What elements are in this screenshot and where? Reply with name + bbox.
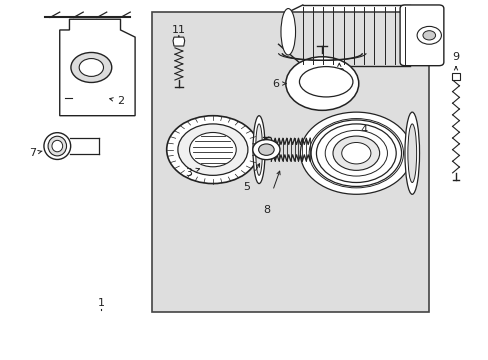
Ellipse shape	[299, 67, 352, 97]
Text: 7: 7	[29, 148, 37, 158]
Text: 9: 9	[451, 52, 459, 62]
Circle shape	[79, 59, 103, 76]
Polygon shape	[60, 19, 135, 116]
Circle shape	[258, 144, 274, 156]
Bar	[152, 12, 428, 312]
Text: 11: 11	[171, 25, 185, 35]
Circle shape	[341, 143, 370, 164]
Circle shape	[189, 132, 236, 167]
Circle shape	[316, 124, 395, 183]
Ellipse shape	[252, 116, 264, 184]
Circle shape	[285, 57, 358, 111]
Polygon shape	[173, 37, 184, 46]
Ellipse shape	[281, 9, 295, 55]
Circle shape	[325, 130, 386, 176]
Circle shape	[416, 26, 441, 44]
Ellipse shape	[255, 124, 262, 175]
Text: 5: 5	[243, 182, 250, 192]
FancyBboxPatch shape	[399, 5, 443, 66]
Ellipse shape	[48, 136, 66, 156]
Polygon shape	[451, 73, 459, 80]
Circle shape	[319, 126, 392, 180]
Circle shape	[178, 124, 247, 175]
Text: 10: 10	[332, 68, 346, 78]
Ellipse shape	[404, 112, 419, 194]
Circle shape	[166, 116, 259, 184]
Ellipse shape	[44, 133, 71, 159]
Circle shape	[252, 140, 280, 159]
Text: 2: 2	[117, 96, 124, 107]
Text: 1: 1	[98, 298, 104, 308]
Ellipse shape	[52, 140, 62, 152]
Text: 8: 8	[262, 205, 269, 215]
Circle shape	[310, 120, 401, 186]
Circle shape	[422, 31, 435, 40]
Circle shape	[308, 118, 403, 188]
Text: 3: 3	[184, 168, 192, 178]
Circle shape	[332, 136, 379, 170]
Text: 6: 6	[272, 78, 279, 89]
Text: 4: 4	[359, 125, 366, 135]
Circle shape	[300, 112, 411, 194]
Ellipse shape	[407, 124, 416, 183]
Circle shape	[71, 53, 112, 82]
